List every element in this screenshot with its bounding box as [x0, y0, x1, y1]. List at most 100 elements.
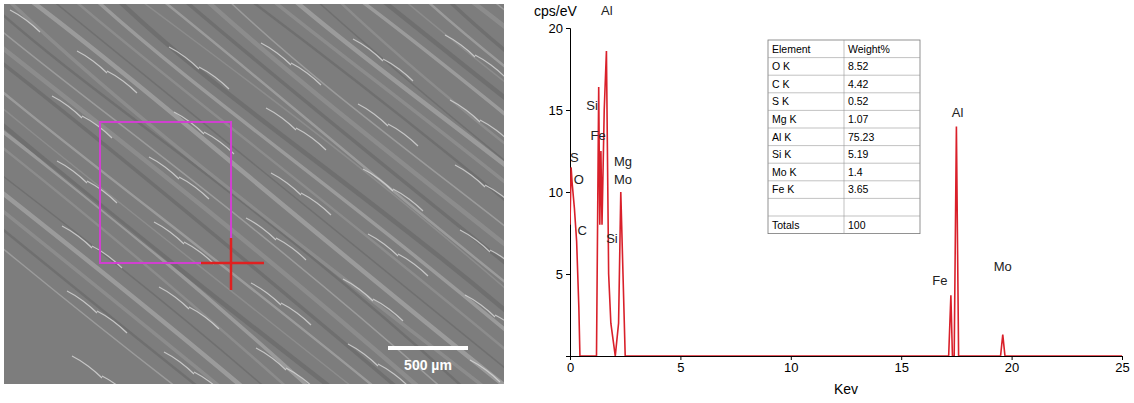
- peak-label: C: [577, 223, 586, 238]
- texture-streak: [470, 4, 504, 384]
- texture-ridge: [296, 128, 326, 150]
- texture-ridge: [388, 124, 418, 146]
- texture-ridge: [358, 104, 388, 126]
- texture-streak: [272, 4, 504, 384]
- y-tick: 15: [549, 103, 570, 118]
- texture-ridge: [373, 299, 403, 321]
- peak-label: Al: [601, 3, 613, 18]
- x-tick-label: 15: [894, 360, 908, 375]
- table-total: 100: [848, 219, 866, 231]
- y-tick-mark: [566, 274, 570, 275]
- texture-ridge: [450, 100, 480, 122]
- texture-ridge: [97, 311, 127, 333]
- texture-ridge: [199, 67, 229, 89]
- table-cell: Fe K: [772, 183, 794, 195]
- peak-label: Fe: [932, 273, 947, 288]
- texture-ridge: [455, 165, 485, 187]
- texture-ridge: [10, 10, 40, 32]
- x-axis: 0510152025: [567, 356, 1130, 375]
- x-tick: 5: [677, 356, 684, 375]
- table-cell: 1.4: [848, 166, 863, 178]
- texture-ridge: [62, 226, 92, 248]
- peak-label: O: [574, 172, 584, 187]
- peak-label: Mg: [614, 154, 632, 169]
- table-header: Element: [772, 43, 811, 55]
- texture-ridge: [480, 120, 504, 142]
- texture-ridge: [194, 372, 224, 384]
- peak-label: Al: [952, 105, 964, 120]
- texture-ridge: [465, 295, 495, 317]
- texture-ridge: [107, 71, 137, 93]
- table-rule: [844, 40, 845, 234]
- texture-ridge: [291, 63, 321, 85]
- x-tick-label: 5: [677, 360, 684, 375]
- table-cell: 75.23: [848, 131, 874, 143]
- texture-streak: [4, 4, 224, 384]
- texture-ridge: [301, 193, 331, 215]
- texture-ridge: [164, 352, 194, 374]
- table-background: [768, 40, 920, 234]
- texture-ridge: [348, 344, 378, 366]
- table-cell: 1.07: [848, 113, 869, 125]
- texture-ridge: [87, 181, 117, 203]
- micrograph: 500 µm: [0, 0, 1134, 398]
- texture-ridge: [445, 35, 475, 57]
- texture-streak: [4, 4, 444, 384]
- x-tick: 20: [1005, 356, 1019, 375]
- y-axis: 5101520: [549, 21, 571, 357]
- x-tick-label: 20: [1005, 360, 1019, 375]
- x-axis-title: Kev: [834, 381, 858, 397]
- y-tick-label: 20: [549, 21, 563, 36]
- texture-streak: [294, 4, 504, 384]
- texture-ridge: [154, 222, 184, 244]
- texture-streak: [4, 4, 180, 384]
- table-cell: Al K: [772, 131, 791, 143]
- x-tick-label: 10: [784, 360, 798, 375]
- table-cell: C K: [772, 78, 790, 90]
- texture-streak: [360, 4, 504, 384]
- texture-ridge: [393, 189, 423, 211]
- texture-ridge: [368, 234, 398, 256]
- texture-streak: [426, 4, 504, 384]
- texture-streak: [228, 4, 504, 384]
- texture-streak: [30, 4, 504, 384]
- texture-ridge: [57, 161, 87, 183]
- texture-ridge: [383, 59, 413, 81]
- cursor-cross: [201, 262, 264, 265]
- y-tick-mark: [566, 110, 570, 111]
- texture-ridge: [485, 185, 504, 207]
- table-cell: 0.52: [848, 95, 869, 107]
- scale-bar-label: 500 µm: [404, 357, 452, 373]
- peak-label: Mo: [614, 172, 632, 187]
- peak-label: Si: [606, 231, 618, 246]
- texture-ridge: [82, 116, 112, 138]
- table-cell: 4.42: [848, 78, 869, 90]
- texture-ridge: [92, 246, 122, 268]
- x-tick: 10: [784, 356, 798, 375]
- texture-streak: [382, 4, 504, 384]
- micrograph-texture: [4, 4, 504, 384]
- texture-ridge: [460, 230, 490, 252]
- y-tick-mark: [566, 28, 570, 29]
- texture-ridge: [72, 356, 102, 378]
- texture-ridge: [495, 315, 504, 337]
- y-tick: 20: [549, 21, 570, 36]
- peak-label: Si: [586, 98, 598, 113]
- table-cell: O K: [772, 60, 790, 72]
- texture-streak: [140, 4, 504, 384]
- figure: 500 µm05101520255101520cps/eVKevAlSiFeSO…: [0, 0, 1134, 403]
- texture-streak: [316, 4, 504, 384]
- results-table: ElementWeight%O K8.52C K4.42S K0.52Mg K1…: [768, 40, 920, 234]
- table-cell: 8.52: [848, 60, 869, 72]
- table-header: Weight%: [848, 43, 890, 55]
- table-cell: 3.65: [848, 183, 869, 195]
- x-tick: 25: [1115, 356, 1129, 375]
- texture-ridge: [184, 242, 214, 264]
- texture-ridge: [343, 279, 373, 301]
- table-total: Totals: [772, 219, 799, 231]
- texture-streak: [404, 4, 504, 384]
- texture-ridge: [67, 291, 97, 313]
- texture-ridge: [276, 238, 306, 260]
- peak-label: S: [570, 150, 579, 165]
- texture-streak: [492, 4, 504, 384]
